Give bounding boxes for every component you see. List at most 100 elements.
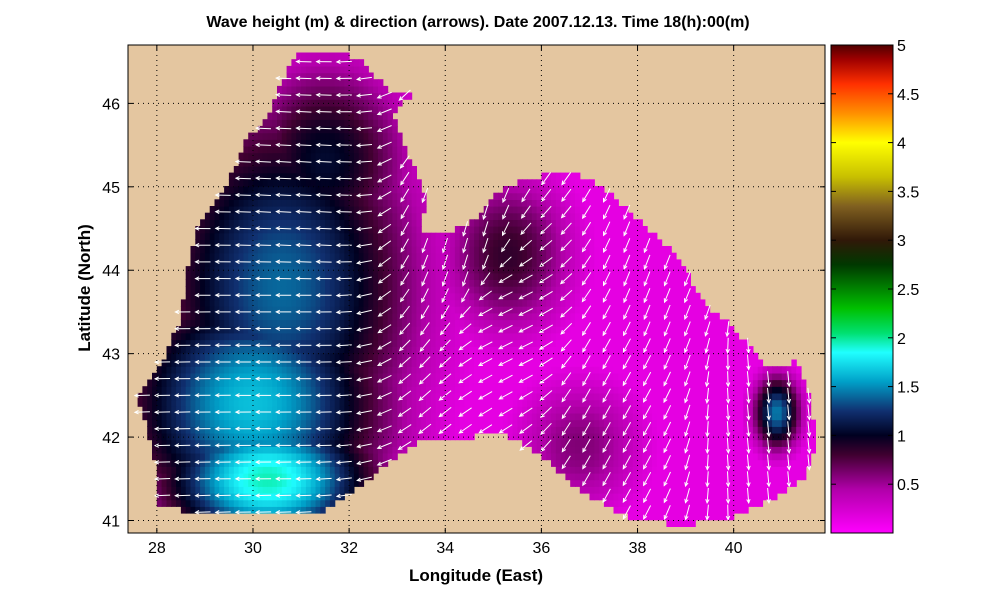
heatmap-cell (560, 426, 566, 434)
heatmap-cell (690, 479, 696, 487)
heatmap-cell (594, 352, 600, 361)
heatmap-cell (353, 326, 360, 334)
heatmap-cell (358, 252, 365, 260)
heatmap-cell (406, 379, 413, 387)
heatmap-cell (368, 286, 374, 294)
heatmap-cell (565, 299, 571, 307)
heatmap-cell (339, 479, 345, 487)
heatmap-cell (152, 446, 158, 454)
heatmap-cell (397, 359, 403, 367)
heatmap-cell (272, 226, 278, 234)
heatmap-cell (248, 406, 254, 414)
heatmap-cell (195, 479, 201, 487)
heatmap-cell (637, 312, 643, 321)
heatmap-cell (546, 326, 552, 334)
heatmap-cell (161, 372, 167, 381)
heatmap-cell (257, 419, 264, 427)
heatmap-cell (618, 326, 624, 334)
heatmap-cell (474, 226, 480, 234)
heatmap-cell (228, 372, 235, 381)
heatmap-cell (551, 419, 557, 427)
heatmap-cell (329, 359, 336, 367)
heatmap-cell (801, 392, 807, 401)
heatmap-cell (320, 319, 326, 327)
heatmap-cell (219, 459, 225, 467)
heatmap-cell (512, 426, 518, 434)
heatmap-cell (176, 352, 182, 361)
heatmap-cell (738, 372, 744, 381)
heatmap-cell (233, 466, 240, 474)
heatmap-cell (493, 226, 499, 234)
heatmap-cell (243, 246, 249, 254)
heatmap-cell (450, 372, 456, 381)
heatmap-cell (661, 472, 667, 481)
heatmap-cell (522, 339, 528, 347)
heatmap-cell (224, 299, 230, 307)
heatmap-cell (632, 452, 639, 461)
heatmap-cell (700, 326, 706, 334)
heatmap-cell (527, 379, 533, 387)
heatmap-cell (603, 412, 610, 421)
heatmap-cell (310, 306, 317, 314)
heatmap-cell (315, 406, 321, 414)
heatmap-cell (301, 319, 307, 327)
heatmap-cell (416, 366, 422, 374)
heatmap-cell (507, 219, 514, 227)
heatmap-cell (627, 379, 634, 387)
heatmap-cell (652, 279, 658, 287)
heatmap-cell (387, 332, 393, 341)
heatmap-cell (546, 232, 552, 240)
heatmap-cell (627, 306, 634, 314)
heatmap-cell (325, 226, 331, 234)
heatmap-cell (291, 232, 297, 240)
heatmap-cell (575, 279, 581, 287)
heatmap-cell (315, 319, 321, 327)
heatmap-cell (301, 399, 307, 407)
heatmap-cell (171, 386, 177, 394)
heatmap-cell (748, 406, 754, 414)
heatmap-cell (248, 272, 254, 280)
heatmap-cell (512, 352, 518, 361)
heatmap-cell (772, 493, 778, 501)
heatmap-cell (378, 332, 384, 341)
heatmap-cell (243, 339, 249, 347)
heatmap-cell (272, 506, 278, 514)
heatmap-cell (555, 446, 562, 454)
heatmap-cell (426, 392, 432, 401)
heatmap-cell (248, 386, 254, 394)
heatmap-cell (147, 419, 153, 427)
heatmap-cell (233, 479, 240, 487)
heatmap-cell (589, 346, 595, 354)
heatmap-cell (286, 479, 292, 487)
heatmap-cell (488, 299, 494, 307)
heatmap-cell (536, 226, 542, 234)
heatmap-cell (387, 412, 393, 421)
heatmap-cell (738, 499, 744, 507)
heatmap-cell (430, 272, 437, 280)
heatmap-cell (776, 372, 783, 381)
heatmap-cell (406, 226, 413, 234)
heatmap-cell (743, 419, 749, 427)
heatmap-cell (507, 252, 514, 260)
heatmap-cell (397, 406, 403, 414)
heatmap-cell (392, 379, 398, 387)
heatmap-cell (180, 306, 187, 314)
heatmap-cell (378, 272, 384, 280)
heatmap-cell (281, 252, 288, 260)
heatmap-cell (700, 472, 706, 481)
heatmap-cell (627, 459, 634, 467)
heatmap-cell (733, 506, 740, 514)
heatmap-cell (454, 412, 461, 421)
heatmap-cell (512, 419, 518, 427)
heatmap-cell (728, 339, 735, 347)
heatmap-cell (719, 366, 725, 374)
heatmap-cell (748, 346, 754, 354)
heatmap-cell (618, 319, 624, 327)
heatmap-cell (757, 466, 764, 474)
heatmap-cell (435, 232, 441, 240)
heatmap-cell (656, 499, 663, 507)
heatmap-cell (493, 359, 499, 367)
heatmap-cell (767, 406, 773, 414)
heatmap-cell (719, 379, 725, 387)
heatmap-cell (512, 432, 518, 441)
